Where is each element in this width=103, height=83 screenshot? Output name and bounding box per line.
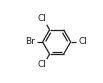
Text: Br: Br <box>25 37 35 46</box>
Text: Cl: Cl <box>78 37 87 46</box>
Text: Cl: Cl <box>37 60 46 69</box>
Text: Cl: Cl <box>37 14 46 23</box>
